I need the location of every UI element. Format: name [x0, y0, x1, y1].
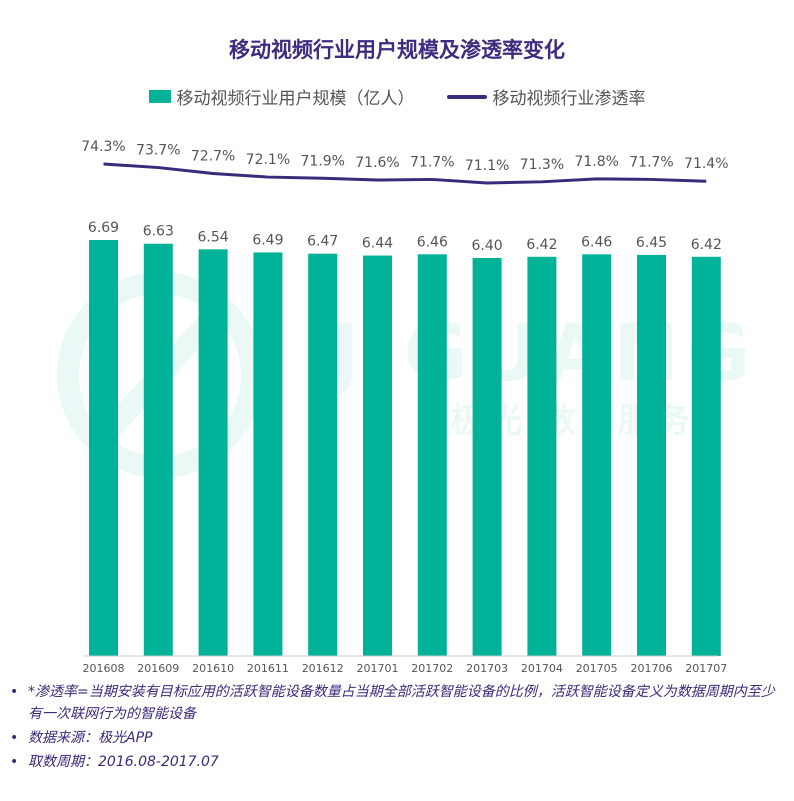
bullet: • [10, 730, 19, 746]
legend-swatch-line [446, 94, 487, 99]
bar [582, 254, 612, 656]
legend-item-line: 移动视频行业渗透率 [446, 84, 646, 109]
footnotes: • *渗透率=当期安装有目标应用的活跃智能设备数量占当期全部活跃智能设备的比例，… [10, 681, 780, 775]
line-data-label: 72.1% [246, 152, 290, 168]
bar-data-label: 6.42 [691, 237, 722, 253]
bar-data-label: 6.49 [252, 232, 283, 248]
penetration-line [103, 162, 707, 185]
bar [417, 254, 447, 656]
bar-data-label: 6.63 [143, 224, 174, 240]
bar-data-label: 6.45 [636, 235, 667, 251]
line-data-label: 72.7% [191, 149, 235, 165]
x-tick-label: 201701 [357, 662, 399, 675]
line-labels: 74.3% 73.7% 72.7% 72.1% 71.9% 71.6% 71.7% 71.1%… [81, 139, 728, 174]
legend-label-line: 移动视频行业渗透率 [492, 89, 646, 109]
x-tick-label: 201704 [521, 662, 563, 675]
bar-series [89, 240, 721, 657]
bar-data-label: 6.42 [526, 237, 557, 253]
legend-swatch-bar [148, 90, 171, 103]
x-tick-label: 201706 [631, 662, 673, 675]
x-axis-ticks: 201608 201609 201610 201611 201612 201701 2017… [83, 662, 728, 675]
x-tick-label: 201705 [576, 662, 618, 675]
line-data-label: 74.3% [81, 139, 125, 155]
bar [691, 256, 721, 656]
bullet: • [10, 684, 19, 700]
line-data-label: 71.3% [520, 157, 564, 173]
x-tick-label: 201608 [83, 662, 125, 675]
x-tick-label: 201610 [192, 662, 234, 675]
x-tick-label: 201707 [685, 662, 727, 675]
chart-canvas: JIGUANG 极光 数据服务 6.696.636.546.496.476.44… [57, 139, 751, 675]
footnote-text: 数据来源：极光APP [28, 730, 153, 746]
footnote-source: • 数据来源：极光APP [10, 727, 780, 749]
bar [143, 243, 173, 656]
bullet: • [10, 754, 19, 770]
bar-data-label: 6.46 [417, 234, 448, 250]
line-data-label: 71.4% [684, 156, 728, 172]
x-tick-label: 201611 [247, 662, 289, 675]
bar [527, 256, 557, 656]
line-data-label: 73.7% [136, 143, 180, 159]
footnote-period: • 取数周期：2016.08-2017.07 [10, 751, 780, 773]
bar [89, 240, 118, 656]
footnote-definition: • *渗透率=当期安装有目标应用的活跃智能设备数量占当期全部活跃智能设备的比例，… [10, 681, 780, 725]
chart-title: 移动视频行业用户规模及渗透率变化 [229, 38, 565, 62]
x-tick-label: 201703 [466, 662, 508, 675]
line-data-label: 71.7% [629, 154, 673, 170]
bar-labels: 6.69 6.63 6.54 6.49 6.47 6.44 6.46 6.40 6.42 6.46… [88, 220, 722, 254]
bar [253, 252, 283, 657]
bar [308, 253, 338, 656]
footnote-text: *渗透率=当期安装有目标应用的活跃智能设备数量占当期全部活跃智能设备的比例，活跃… [28, 684, 775, 722]
x-tick-label: 201612 [302, 662, 344, 675]
legend: 移动视频行业用户规模（亿人） 移动视频行业渗透率 [0, 84, 794, 109]
line-data-label: 71.1% [465, 158, 509, 174]
bar [472, 258, 502, 656]
bar-data-label: 6.54 [198, 229, 229, 245]
footnote-text: 取数周期：2016.08-2017.07 [28, 754, 219, 770]
bar-data-label: 6.44 [362, 236, 393, 252]
legend-item-bar: 移动视频行业用户规模（亿人） [148, 84, 415, 109]
bar-data-label: 6.47 [307, 234, 338, 250]
legend-label-bar: 移动视频行业用户规模（亿人） [176, 89, 415, 109]
line-data-label: 71.8% [574, 154, 618, 170]
line-data-label: 71.6% [355, 155, 399, 171]
bar [363, 255, 392, 656]
bar-data-label: 6.46 [581, 234, 612, 250]
line-series [103, 162, 707, 185]
bar-data-label: 6.69 [88, 220, 119, 236]
bar [198, 249, 228, 657]
bar-data-label: 6.40 [472, 238, 503, 254]
x-tick-label: 201609 [137, 662, 179, 675]
x-tick-label: 201702 [411, 662, 453, 675]
bar [637, 254, 666, 656]
line-data-label: 71.9% [300, 153, 344, 169]
line-data-label: 71.7% [410, 154, 454, 170]
